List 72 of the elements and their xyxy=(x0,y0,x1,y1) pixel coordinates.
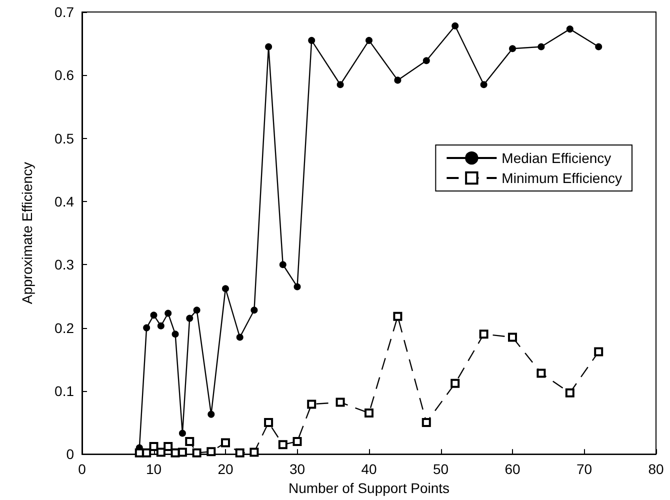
y-tick-label: 0.2 xyxy=(54,320,74,336)
point xyxy=(193,306,200,314)
x-tick-label: 0 xyxy=(78,461,86,478)
point xyxy=(142,448,152,458)
point xyxy=(336,398,345,407)
point xyxy=(452,22,459,30)
point xyxy=(394,76,402,84)
point xyxy=(508,332,517,342)
point xyxy=(186,314,194,322)
point xyxy=(509,45,516,52)
x-tick-label: 70 xyxy=(576,461,592,478)
y-tick-label: 0.3 xyxy=(54,256,74,273)
point xyxy=(565,388,574,398)
point xyxy=(450,378,460,388)
point xyxy=(236,334,244,341)
x-tick-label: 30 xyxy=(289,461,306,478)
point xyxy=(393,312,402,321)
point xyxy=(221,438,230,448)
point xyxy=(156,448,166,457)
legend-label: Median Efficiency xyxy=(502,150,612,166)
point xyxy=(364,408,374,418)
point xyxy=(222,285,229,292)
point xyxy=(206,447,216,456)
point xyxy=(164,310,172,317)
point xyxy=(479,330,488,339)
y-tick-label: 0.7 xyxy=(54,4,74,20)
x-tick-label: 20 xyxy=(218,461,234,478)
point xyxy=(264,418,274,428)
point xyxy=(157,322,164,330)
point xyxy=(172,330,179,338)
y-tick-label: 0.5 xyxy=(54,130,74,146)
point xyxy=(536,368,546,378)
x-tick-label: 80 xyxy=(648,461,664,478)
point xyxy=(150,312,158,319)
x-tick-label: 10 xyxy=(146,461,162,478)
point xyxy=(308,36,316,44)
point xyxy=(294,283,301,290)
point xyxy=(143,324,150,332)
point xyxy=(422,418,431,428)
point xyxy=(292,436,302,446)
point xyxy=(149,442,158,452)
point xyxy=(366,36,372,44)
x-axis-title: Number of Support Points xyxy=(288,480,450,496)
y-axis-title: Approximate Efficiency xyxy=(19,162,35,304)
point xyxy=(164,442,173,452)
point xyxy=(178,448,187,457)
point xyxy=(307,400,316,409)
point xyxy=(235,448,244,458)
point xyxy=(595,43,602,50)
point xyxy=(192,448,202,458)
point xyxy=(265,43,272,50)
point xyxy=(208,410,215,418)
y-tick-label: 0.6 xyxy=(54,67,74,84)
point xyxy=(250,448,259,457)
point xyxy=(480,81,488,88)
point xyxy=(566,26,574,33)
point xyxy=(279,261,286,268)
point xyxy=(178,430,186,437)
x-tick-label: 50 xyxy=(432,461,449,478)
legend-label: Minimum Efficiency xyxy=(502,170,622,186)
y-tick-label: 0 xyxy=(66,446,74,462)
x-tick-label: 60 xyxy=(504,461,520,478)
point xyxy=(422,57,430,64)
point xyxy=(336,81,344,88)
point xyxy=(538,43,545,50)
y-tick-label: 0.4 xyxy=(54,193,74,210)
point xyxy=(250,306,258,314)
point xyxy=(185,436,194,446)
point xyxy=(594,347,604,356)
point xyxy=(278,440,288,450)
x-tick-label: 40 xyxy=(361,461,377,478)
y-tick-label: 0.1 xyxy=(54,382,74,399)
